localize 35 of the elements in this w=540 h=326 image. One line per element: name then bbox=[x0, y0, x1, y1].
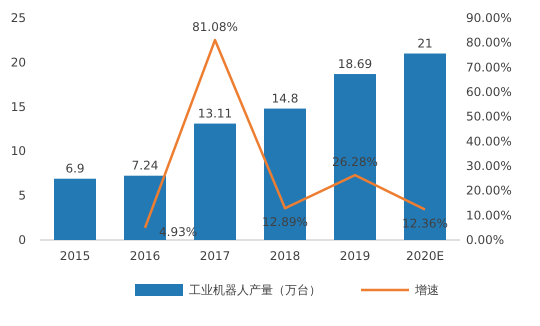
data-label: 21 bbox=[417, 36, 433, 51]
data-label: 18.69 bbox=[338, 57, 372, 72]
x-tick-label: 2019 bbox=[340, 249, 370, 263]
y2-tick-label: 30.00% bbox=[466, 159, 512, 173]
y-tick-label: 20 bbox=[10, 55, 26, 70]
y2-tick-label: 40.00% bbox=[466, 134, 512, 148]
y2-tick-label: 80.00% bbox=[466, 36, 512, 50]
y-tick-label: 25 bbox=[10, 11, 26, 25]
y2-tick-label: 90.00% bbox=[466, 11, 512, 25]
y2-tick-label: 20.00% bbox=[466, 184, 512, 198]
data-label: 6.9 bbox=[65, 162, 85, 176]
x-tick-label: 2015 bbox=[60, 249, 90, 263]
legend-label: 工业机器人产量（万台） bbox=[189, 283, 321, 297]
y2-tick-label: 0.00% bbox=[466, 233, 504, 247]
x-tick-label: 2018 bbox=[270, 249, 300, 263]
y2-tick-label: 60.00% bbox=[466, 85, 512, 99]
x-tick-label: 2017 bbox=[200, 249, 230, 263]
y2-tick-label: 70.00% bbox=[466, 60, 512, 74]
data-label: 81.08% bbox=[192, 20, 238, 34]
x-tick-label: 2020E bbox=[406, 249, 444, 263]
bar bbox=[334, 74, 376, 240]
data-label: 13.11 bbox=[198, 106, 232, 121]
x-tick-label: 2016 bbox=[130, 249, 160, 263]
legend-label: 增速 bbox=[414, 283, 439, 297]
bar bbox=[264, 108, 306, 240]
data-label: 14.8 bbox=[272, 92, 298, 106]
data-label: 7.24 bbox=[132, 158, 158, 173]
y-tick-label: 5 bbox=[18, 188, 26, 203]
y2-tick-label: 10.00% bbox=[466, 208, 512, 222]
y-tick-label: 10 bbox=[10, 144, 26, 158]
y-tick-label: 0 bbox=[18, 233, 26, 247]
bar bbox=[54, 178, 96, 240]
bar bbox=[404, 54, 446, 240]
y-tick-label: 15 bbox=[10, 100, 26, 114]
y2-tick-label: 50.00% bbox=[466, 110, 512, 124]
